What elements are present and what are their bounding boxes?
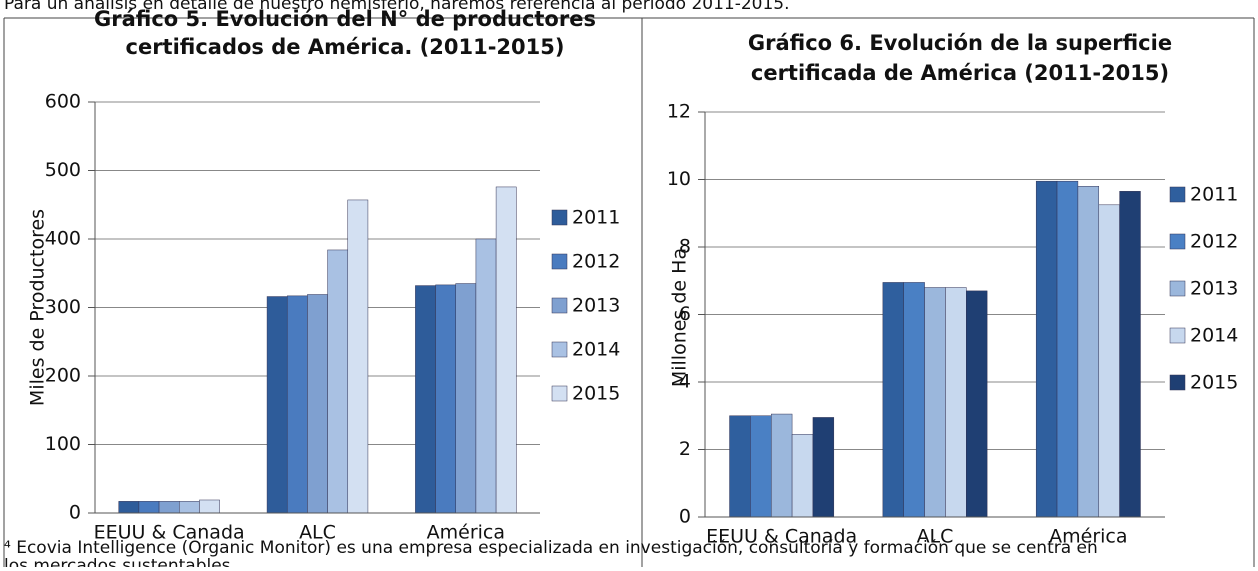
y-tick-label: 6: [679, 303, 691, 325]
bar: [118, 501, 140, 514]
x-tick-label: América: [1049, 526, 1127, 548]
legend-swatch: [551, 253, 568, 270]
bar: [266, 296, 288, 514]
y-tick-label: 0: [69, 502, 81, 524]
bar: [435, 284, 456, 514]
y-axis-label: Miles de Productores: [27, 209, 49, 406]
legend-label: 2013: [572, 295, 620, 317]
legend-swatch: [1169, 374, 1186, 391]
legend-swatch: [551, 341, 568, 358]
bar: [1077, 186, 1100, 518]
bar: [347, 199, 369, 514]
legend-swatch: [551, 209, 568, 226]
legend-swatch: [1169, 327, 1186, 344]
x-tick-label: ALC: [917, 526, 954, 548]
bar: [138, 501, 160, 514]
bar: [924, 287, 946, 518]
y-tick-label: 8: [679, 236, 691, 258]
bar: [945, 287, 967, 518]
legend-swatch: [1169, 186, 1186, 203]
x-tick-label: ALC: [299, 522, 336, 544]
y-tick-label: 0: [679, 506, 691, 528]
footnote: ⁴ Ecovia Intelligence (Organic Monitor) …: [4, 538, 1098, 558]
y-tick-label: 2: [679, 438, 691, 460]
x-tick-label: América: [427, 522, 505, 544]
bar: [1056, 180, 1079, 518]
y-tick-label: 200: [45, 365, 81, 387]
intro-text: Para un análisis en detalle de nuestro h…: [4, 0, 790, 14]
bar: [1098, 204, 1120, 518]
legend-label: 2015: [1190, 372, 1238, 394]
y-tick-label: 10: [667, 168, 691, 190]
bar: [307, 294, 328, 514]
x-tick-label: EEUU & Canada: [94, 522, 245, 544]
y-tick-label: 100: [45, 433, 81, 455]
legend-swatch: [551, 297, 568, 314]
bar: [966, 290, 988, 518]
legend-label: 2012: [1190, 231, 1238, 253]
bar: [729, 415, 751, 518]
bar: [770, 413, 793, 518]
bar: [1119, 191, 1141, 518]
y-tick-label: 300: [45, 296, 81, 318]
chart-title: certificada de América (2011-2015): [751, 61, 1169, 85]
y-tick-label: 600: [45, 91, 81, 113]
y-tick-label: 12: [667, 101, 691, 123]
bar: [812, 417, 835, 518]
chart-title: Gráfico 6. Evolución de la superficie: [748, 31, 1172, 55]
legend-swatch: [551, 385, 568, 402]
legend-label: 2014: [1190, 325, 1238, 347]
bar: [327, 249, 349, 514]
y-tick-label: 4: [679, 371, 691, 393]
chart-title: Gráfico 5. Evolución del N° de productor…: [94, 7, 596, 31]
bar: [179, 501, 200, 514]
y-tick-label: 500: [45, 159, 81, 181]
bar: [158, 501, 180, 514]
bar: [791, 434, 814, 518]
bar: [475, 238, 497, 514]
bar: [882, 282, 904, 518]
chart-title: certificados de América. (2011-2015): [126, 35, 565, 59]
bar: [903, 282, 925, 518]
legend-label: 2011: [1190, 184, 1238, 206]
bar: [199, 499, 220, 514]
bar: [750, 415, 772, 518]
legend-label: 2012: [572, 251, 620, 273]
legend-label: 2015: [572, 383, 620, 405]
bar: [1035, 180, 1058, 518]
legend-label: 2014: [572, 339, 620, 361]
bar: [495, 186, 517, 514]
legend-label: 2011: [572, 207, 620, 229]
bar: [415, 285, 436, 514]
legend-swatch: [1169, 280, 1186, 297]
x-tick-label: EEUU & Canada: [706, 526, 857, 548]
footnote: los mercados sustentables.: [4, 556, 236, 567]
bar: [455, 283, 477, 514]
y-tick-label: 400: [45, 228, 81, 250]
legend-swatch: [1169, 233, 1186, 250]
bar: [286, 295, 308, 514]
y-axis-label: Millones de Ha.: [669, 242, 691, 387]
legend-label: 2013: [1190, 278, 1238, 300]
